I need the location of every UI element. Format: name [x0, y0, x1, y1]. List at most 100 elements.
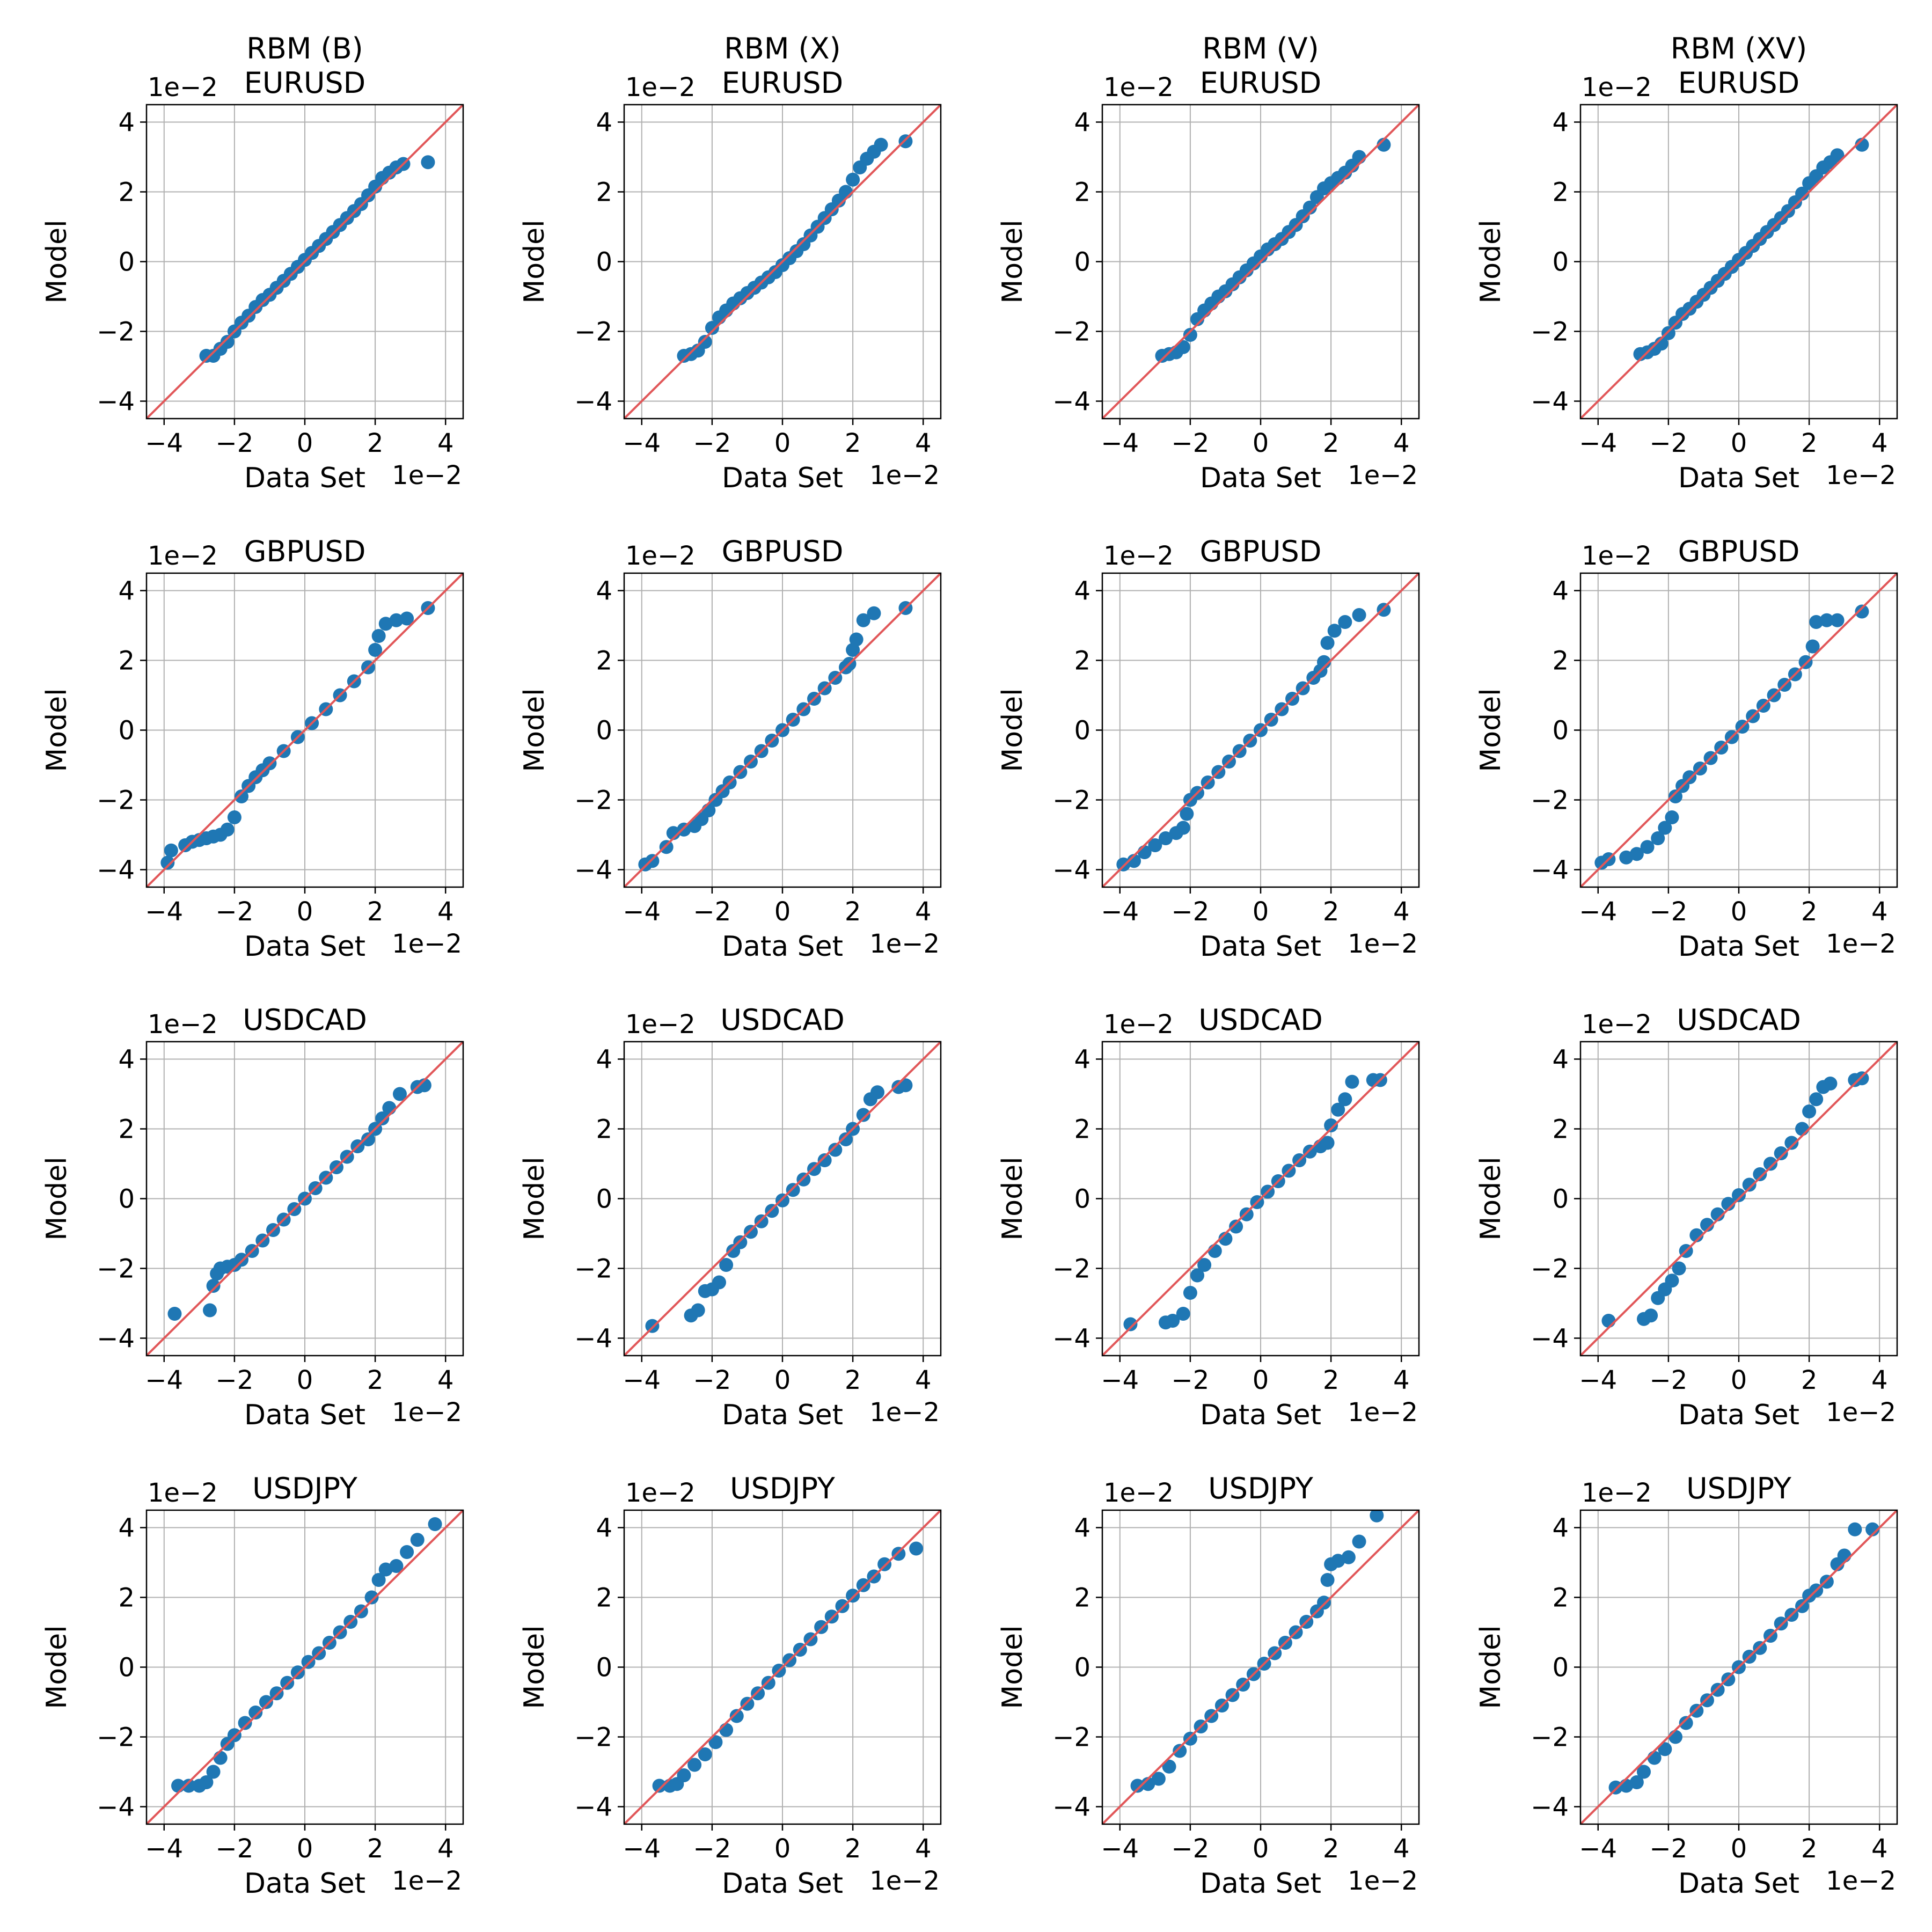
y-scale-label: 1e−2	[625, 72, 696, 103]
x-tick-label: 4	[437, 897, 454, 927]
y-tick-label: 2	[596, 1115, 612, 1145]
x-tick-label: −2	[1650, 1365, 1688, 1395]
data-point	[1721, 1672, 1736, 1687]
x-tick-label: 2	[1801, 897, 1818, 927]
x-tick-label: 0	[1731, 897, 1747, 927]
data-point	[227, 1728, 241, 1743]
data-point	[1116, 857, 1131, 872]
x-tick-label: −2	[1650, 897, 1688, 927]
data-point	[1805, 639, 1820, 654]
data-point	[1180, 807, 1194, 821]
y-tick-label: 0	[1552, 247, 1569, 277]
data-point	[1352, 1534, 1366, 1549]
y-scale-label: 1e−2	[1103, 541, 1174, 571]
y-tick-label: 2	[596, 646, 612, 676]
x-tick-label: −2	[693, 897, 731, 927]
y-tick-label: 2	[1552, 178, 1569, 208]
x-axis-label: Data Set	[1678, 462, 1799, 494]
row-title: USDJPY	[252, 1472, 358, 1505]
data-point	[1377, 137, 1391, 152]
row-title: USDJPY	[730, 1472, 836, 1505]
x-tick-label: 2	[1323, 1834, 1340, 1864]
data-point	[856, 1578, 870, 1592]
data-points	[1130, 1510, 1384, 1793]
data-point	[1651, 831, 1665, 845]
y-tick-label: −2	[1531, 317, 1569, 347]
data-point	[814, 1620, 829, 1634]
data-point	[1682, 770, 1697, 785]
data-point	[421, 155, 435, 170]
x-tick-label: 4	[1871, 897, 1888, 927]
data-point	[733, 1235, 748, 1249]
data-point	[786, 1183, 800, 1197]
y-scale-label: 1e−2	[1582, 72, 1652, 103]
data-point	[867, 606, 881, 620]
y-tick-label: 0	[596, 247, 612, 277]
data-point	[1370, 1510, 1384, 1523]
data-point	[1345, 1074, 1359, 1089]
y-tick-label: 2	[596, 178, 612, 208]
data-point	[846, 643, 860, 657]
data-point	[744, 1225, 758, 1239]
data-point	[1166, 1314, 1180, 1328]
y-tick-label: 0	[118, 247, 135, 277]
y-axis-label: Model	[518, 219, 551, 303]
y-tick-label: 2	[1552, 646, 1569, 676]
reference-line	[147, 1042, 463, 1356]
data-point	[839, 1132, 853, 1146]
data-points	[1123, 1073, 1387, 1331]
x-axis-label: Data Set	[722, 1399, 843, 1431]
data-point	[1173, 1744, 1187, 1758]
x-tick-label: 0	[1253, 897, 1269, 927]
x-tick-label: 0	[774, 897, 791, 927]
row-title: USDCAD	[1198, 1003, 1323, 1037]
row-title: USDCAD	[243, 1003, 367, 1037]
row-title: USDCAD	[1677, 1003, 1801, 1037]
x-scale-label: 1e−2	[1348, 460, 1418, 491]
data-point	[1176, 821, 1190, 835]
data-point	[1338, 615, 1352, 629]
y-tick-label: 0	[1074, 716, 1091, 746]
data-point	[1665, 810, 1679, 824]
data-point	[160, 855, 175, 870]
data-point	[1302, 200, 1317, 215]
x-tick-label: 4	[1393, 428, 1410, 458]
data-point	[1176, 340, 1190, 354]
data-point	[1629, 847, 1644, 861]
y-scale-label: 1e−2	[148, 72, 218, 103]
x-tick-label: 2	[845, 428, 861, 458]
x-tick-label: 0	[1253, 1365, 1269, 1395]
data-point	[705, 321, 719, 335]
data-point	[740, 1696, 755, 1711]
x-scale-label: 1e−2	[392, 929, 462, 959]
data-point	[1753, 1641, 1767, 1655]
row-title: GBPUSD	[244, 535, 366, 568]
data-point	[891, 1547, 906, 1561]
data-point	[1302, 1144, 1317, 1159]
data-point	[1331, 1554, 1345, 1568]
y-tick-label: 4	[1074, 108, 1091, 138]
data-point	[262, 756, 277, 771]
data-point	[378, 1562, 393, 1577]
data-point	[167, 1307, 182, 1321]
x-tick-label: 2	[1323, 897, 1340, 927]
data-point	[1672, 1261, 1686, 1276]
x-tick-label: 0	[297, 428, 313, 458]
x-axis-label: Data Set	[722, 931, 843, 963]
y-tick-label: −2	[1052, 1723, 1091, 1753]
y-tick-label: −2	[574, 1254, 612, 1284]
y-tick-label: −2	[1052, 1254, 1091, 1284]
x-tick-label: −2	[693, 1365, 731, 1395]
data-point	[1218, 1232, 1233, 1246]
data-point	[1183, 1731, 1197, 1746]
x-axis-label: Data Set	[244, 462, 365, 494]
data-point	[428, 1517, 442, 1531]
data-point	[1317, 1596, 1331, 1610]
data-point	[1239, 1207, 1254, 1221]
y-axis-label: Model	[997, 688, 1029, 772]
data-point	[1324, 1118, 1338, 1132]
data-point	[719, 1258, 734, 1272]
